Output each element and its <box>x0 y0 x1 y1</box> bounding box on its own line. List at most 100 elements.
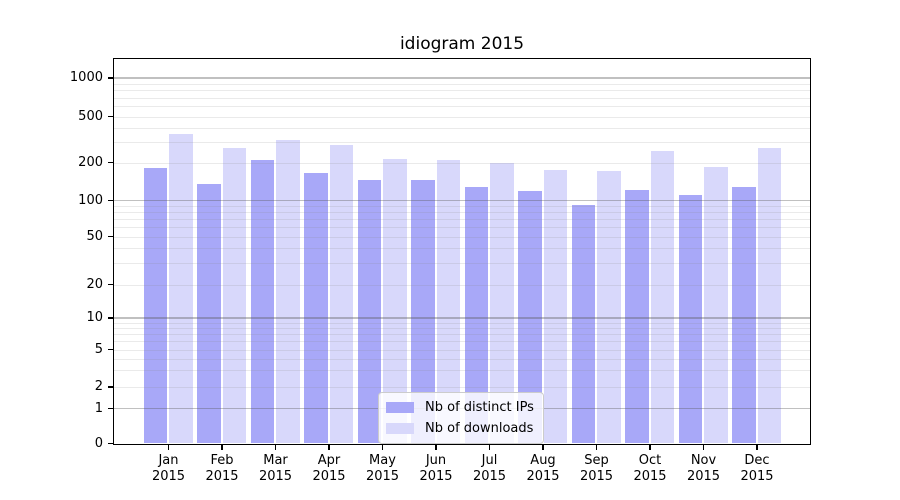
bar-distinct-ips <box>518 190 542 444</box>
minor-gridline <box>113 97 811 99</box>
x-tick-mark <box>649 444 651 450</box>
x-tick-mark <box>435 444 437 450</box>
x-tick-label: Nov 2015 <box>686 453 721 484</box>
minor-gridline <box>113 248 811 250</box>
x-tick-mark <box>702 444 705 450</box>
x-tick-label: Jul 2015 <box>472 453 507 484</box>
bar-distinct-ips <box>571 205 595 444</box>
bar-distinct-ips <box>625 189 649 444</box>
bar-downloads <box>222 147 246 444</box>
bar-downloads <box>597 171 621 444</box>
bar-downloads <box>490 162 514 444</box>
bar-distinct-ips <box>732 186 756 444</box>
bar-downloads <box>329 144 353 444</box>
bar-downloads <box>169 133 193 444</box>
minor-gridline <box>113 83 811 85</box>
minor-gridline <box>113 219 811 221</box>
x-tick-label: Dec 2015 <box>740 453 774 484</box>
y-tick-mark <box>108 348 113 351</box>
y-tick-label: 200 <box>78 154 103 170</box>
minor-gridline <box>113 284 811 286</box>
chart-title: idiogram 2015 <box>399 34 525 54</box>
minor-gridline <box>113 116 811 118</box>
minor-gridline <box>113 358 811 360</box>
y-tick-label: 50 <box>86 228 103 244</box>
bar-downloads <box>436 160 460 444</box>
x-tick-label: Oct 2015 <box>633 453 667 484</box>
y-tick-mark <box>108 386 113 388</box>
x-tick-mark <box>488 444 491 450</box>
y-tick-label: 1000 <box>69 70 103 85</box>
x-tick-mark <box>328 444 330 450</box>
minor-gridline <box>113 106 811 108</box>
bar-distinct-ips <box>464 186 488 444</box>
x-tick-label: Mar 2015 <box>258 453 293 484</box>
minor-gridline <box>113 263 811 265</box>
bar-distinct-ips <box>357 179 381 444</box>
y-tick-label: 5 <box>94 341 103 357</box>
minor-gridline <box>113 162 811 164</box>
bar-distinct-ips <box>678 194 702 444</box>
bar-downloads <box>757 147 781 444</box>
y-tick-mark <box>108 115 113 118</box>
x-tick-label: Feb 2015 <box>205 453 239 484</box>
minor-gridline <box>113 90 811 92</box>
y-tick-mark <box>108 317 113 319</box>
bar-distinct-ips <box>411 180 435 444</box>
bar-downloads <box>276 140 300 444</box>
plot-area <box>113 59 811 444</box>
legend-label: Nb of downloads <box>425 421 534 436</box>
bar-downloads <box>383 158 407 444</box>
minor-gridline <box>113 387 811 388</box>
y-tick-label: 500 <box>78 108 103 124</box>
y-tick-mark <box>108 199 113 202</box>
minor-gridline <box>113 205 811 207</box>
y-tick-label: 20 <box>86 276 103 292</box>
bar-distinct-ips <box>143 168 167 444</box>
x-tick-label: Apr 2015 <box>312 453 346 484</box>
minor-gridline <box>113 236 811 238</box>
bar-downloads <box>650 150 674 444</box>
minor-gridline <box>113 349 811 351</box>
bar-distinct-ips <box>250 160 274 444</box>
minor-gridline <box>113 142 811 144</box>
y-tick-label: 1 <box>94 400 103 416</box>
x-tick-mark <box>595 444 598 450</box>
bar-distinct-ips <box>197 183 221 444</box>
x-tick-mark <box>274 444 277 450</box>
major-gridline <box>113 77 811 79</box>
legend-swatch-downloads <box>386 423 414 434</box>
x-tick-label: Jun 2015 <box>419 453 453 484</box>
y-tick-mark <box>108 283 113 286</box>
legend-item: Nb of downloads <box>386 421 533 436</box>
bar-downloads <box>543 169 567 444</box>
legend: Nb of distinct IPs Nb of downloads <box>378 392 544 444</box>
bar-distinct-ips <box>304 172 328 444</box>
minor-gridline <box>113 328 811 330</box>
legend-swatch-distinct-ips <box>386 402 414 413</box>
minor-gridline <box>113 227 811 229</box>
x-tick-label: Jan 2015 <box>151 453 186 484</box>
major-gridline <box>113 317 811 319</box>
y-tick-label: 2 <box>94 379 103 394</box>
x-tick-label: May 2015 <box>365 453 400 484</box>
y-tick-label: 0 <box>94 435 103 451</box>
legend-label: Nb of distinct IPs <box>425 400 534 415</box>
y-tick-mark <box>108 235 113 238</box>
y-tick-mark <box>108 161 113 164</box>
minor-gridline <box>113 127 811 129</box>
minor-gridline <box>113 341 811 343</box>
minor-gridline <box>113 370 811 372</box>
x-tick-mark <box>381 444 384 450</box>
y-tick-mark <box>108 407 113 410</box>
x-tick-label: Sep 2015 <box>579 453 614 484</box>
x-tick-mark <box>167 444 170 450</box>
legend-item: Nb of distinct IPs <box>386 400 534 415</box>
x-tick-label: Aug 2015 <box>526 453 560 484</box>
y-tick-label: 10 <box>86 310 103 325</box>
minor-gridline <box>113 322 811 324</box>
x-tick-mark <box>756 444 758 450</box>
x-tick-mark <box>542 444 544 450</box>
y-tick-mark <box>108 442 113 445</box>
